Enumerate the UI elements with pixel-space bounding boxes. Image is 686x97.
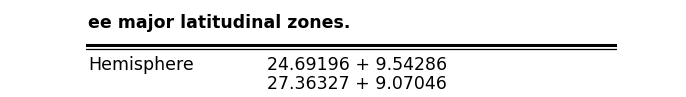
Text: 27.36327 + 9.07046: 27.36327 + 9.07046 [266,75,447,93]
Text: ee major latitudinal zones.: ee major latitudinal zones. [88,14,351,32]
Text: 24.69196 + 9.54286: 24.69196 + 9.54286 [266,56,447,74]
Text: Hemisphere: Hemisphere [88,56,194,74]
